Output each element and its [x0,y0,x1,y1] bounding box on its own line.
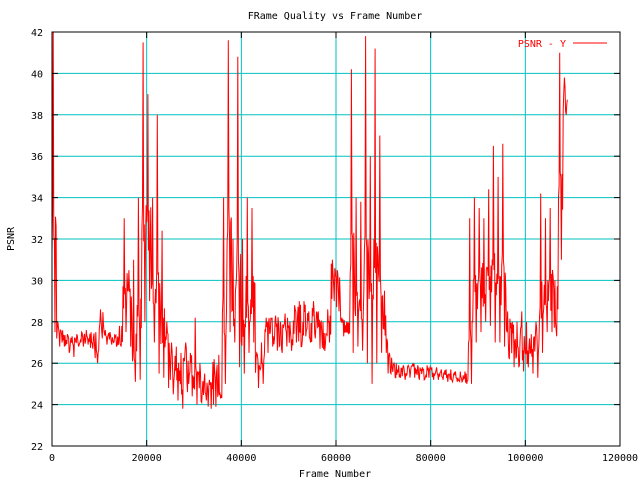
y-tick-label: 40 [31,69,43,80]
x-tick-label: 20000 [132,453,162,464]
y-tick-label: 32 [31,235,43,246]
x-tick-label: 100000 [507,453,543,464]
y-tick-label: 38 [31,111,43,122]
y-tick-label: 42 [31,28,43,39]
y-tick-label: 36 [31,152,43,163]
x-tick-label: 0 [49,453,55,464]
y-tick-label: 34 [31,194,43,205]
x-tick-label: 120000 [602,453,638,464]
series-psnr-y [51,31,568,409]
y-tick-label: 22 [31,442,43,453]
y-tick-label: 26 [31,359,43,370]
x-tick-label: 40000 [226,453,256,464]
y-tick-label: 28 [31,318,43,329]
y-tick-label: 24 [31,401,43,412]
x-axis-label: Frame Number [299,469,371,480]
x-tick-label: 60000 [321,453,351,464]
legend-label: PSNR - Y [518,39,566,50]
axis-ticks: 0 20000 40000 60000 80000 100000 120000 22 24 26 2… [31,28,638,464]
y-axis-label: PSNR [6,226,17,251]
x-tick-label: 80000 [416,453,446,464]
legend: PSNR - Y [518,39,607,50]
y-tick-label: 30 [31,276,43,287]
grid [52,32,620,446]
chart-title: FRame Quality vs Frame Number [248,11,423,22]
series-line [51,31,568,409]
